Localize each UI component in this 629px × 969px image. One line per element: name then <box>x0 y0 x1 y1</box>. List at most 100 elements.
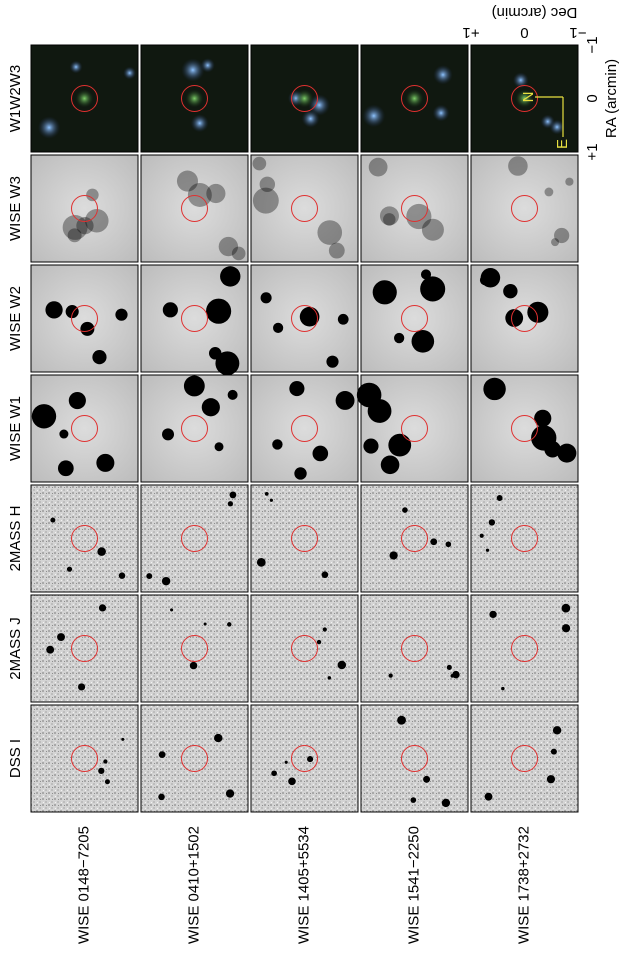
source <box>356 382 382 408</box>
source <box>389 551 398 560</box>
source <box>328 242 345 259</box>
panel-grid: NE <box>30 44 579 813</box>
source <box>379 206 399 226</box>
ra-tick-label: −1 <box>584 36 601 53</box>
source <box>264 492 269 496</box>
source <box>57 633 65 642</box>
source <box>162 428 175 441</box>
row-label: WISE 1738+2732 <box>515 826 532 944</box>
source <box>86 188 99 202</box>
source <box>69 60 83 74</box>
source <box>176 170 198 192</box>
source <box>46 645 55 654</box>
source <box>393 332 405 344</box>
column-label: WISE W1 <box>7 396 24 461</box>
target-circle <box>291 635 318 662</box>
source <box>201 398 220 417</box>
target-circle <box>71 195 98 222</box>
row-label: WISE 0148−7205 <box>75 826 92 944</box>
target-circle <box>291 305 318 332</box>
dec-tick-label: 0 <box>520 24 528 41</box>
source <box>206 298 232 324</box>
source <box>103 759 108 764</box>
target-circle <box>181 85 208 112</box>
target-circle <box>401 85 428 112</box>
source <box>561 603 571 613</box>
source <box>45 301 63 319</box>
source <box>67 228 82 243</box>
source <box>92 350 107 365</box>
source <box>512 72 529 89</box>
target-circle <box>511 195 538 222</box>
source <box>484 792 493 801</box>
row-label: WISE 1541−2250 <box>405 826 422 944</box>
image-panel <box>250 154 359 263</box>
source <box>432 104 450 122</box>
source <box>546 775 556 784</box>
source <box>65 305 79 319</box>
source <box>189 661 198 670</box>
target-circle <box>71 415 98 442</box>
source <box>430 538 438 546</box>
target-circle <box>71 745 98 772</box>
target-circle <box>511 635 538 662</box>
source <box>208 347 222 360</box>
source <box>252 156 267 171</box>
image-panel <box>250 484 359 593</box>
source <box>452 670 460 679</box>
image-panel <box>30 704 139 813</box>
column-label: WISE W3 <box>7 176 24 241</box>
source <box>335 391 355 410</box>
target-circle <box>291 85 318 112</box>
source <box>218 236 239 257</box>
source <box>337 660 347 670</box>
source <box>50 517 56 523</box>
source <box>503 284 518 299</box>
source <box>307 756 314 763</box>
source <box>289 380 305 397</box>
source <box>259 176 276 193</box>
target-source <box>75 89 94 108</box>
source <box>549 119 565 135</box>
source <box>326 355 339 368</box>
target-source <box>185 89 204 108</box>
target-circle <box>401 635 428 662</box>
source <box>227 501 234 507</box>
source <box>321 571 329 579</box>
target-circle <box>511 525 538 552</box>
dec-tick-label: −1 <box>569 24 586 41</box>
target-circle <box>291 525 318 552</box>
source <box>162 302 178 318</box>
image-panel <box>30 154 139 263</box>
source <box>445 541 452 548</box>
source <box>410 797 417 803</box>
dec-axis-label: Dec (arcmin) <box>492 4 578 21</box>
source <box>397 715 406 725</box>
source <box>554 227 570 244</box>
target-circle <box>401 305 428 332</box>
source <box>531 425 557 451</box>
target-circle <box>291 195 318 222</box>
source <box>215 351 240 376</box>
source <box>406 203 432 230</box>
target-circle <box>401 745 428 772</box>
compass-n: N <box>520 92 537 103</box>
source <box>388 433 412 457</box>
source <box>227 622 232 627</box>
source <box>368 157 388 177</box>
source <box>534 409 552 427</box>
compass-e: E <box>554 139 571 149</box>
source <box>206 183 226 204</box>
source <box>561 624 571 633</box>
source <box>229 491 237 499</box>
source <box>420 269 432 280</box>
source <box>231 246 246 261</box>
source <box>501 686 505 691</box>
source <box>181 58 205 82</box>
target-circle <box>291 415 318 442</box>
source <box>380 455 400 475</box>
image-panel <box>30 374 139 483</box>
source <box>565 177 574 186</box>
source <box>489 610 497 619</box>
source <box>317 220 343 245</box>
